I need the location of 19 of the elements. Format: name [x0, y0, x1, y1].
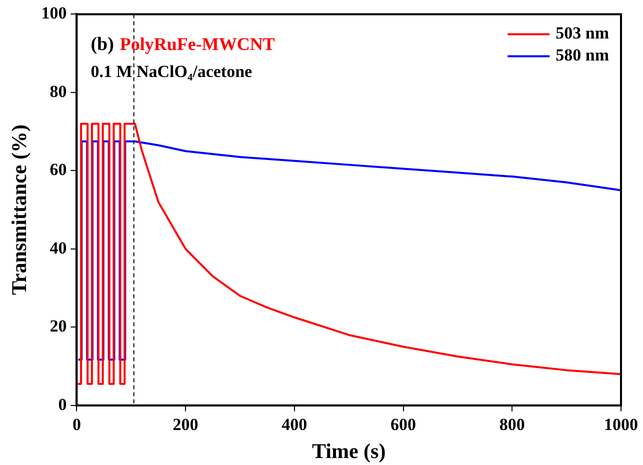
- annotation: 0.1 M NaClO₄/acetone: [90, 62, 253, 82]
- annotation: PolyRuFe-MWCNT: [120, 34, 275, 54]
- annotation: (b): [90, 34, 114, 56]
- x-tick-label: 0: [72, 414, 81, 434]
- x-tick-label: 600: [390, 414, 416, 434]
- x-tick-label: 800: [499, 414, 525, 434]
- y-tick-label: 80: [50, 82, 67, 101]
- y-tick-label: 100: [41, 4, 67, 23]
- y-axis-title: Transmittance (%): [7, 124, 32, 296]
- legend-label: 580 nm: [556, 46, 610, 65]
- x-tick-label: 400: [282, 414, 308, 434]
- y-tick-label: 60: [50, 160, 67, 180]
- x-tick-label: 200: [172, 414, 198, 434]
- y-tick-label: 40: [50, 238, 67, 258]
- y-tick-label: 0: [58, 394, 67, 414]
- x-tick-label: 1000: [604, 414, 638, 434]
- legend-label: 503 nm: [556, 24, 610, 43]
- y-tick-label: 20: [50, 316, 67, 336]
- x-axis-title: Time (s): [312, 438, 386, 463]
